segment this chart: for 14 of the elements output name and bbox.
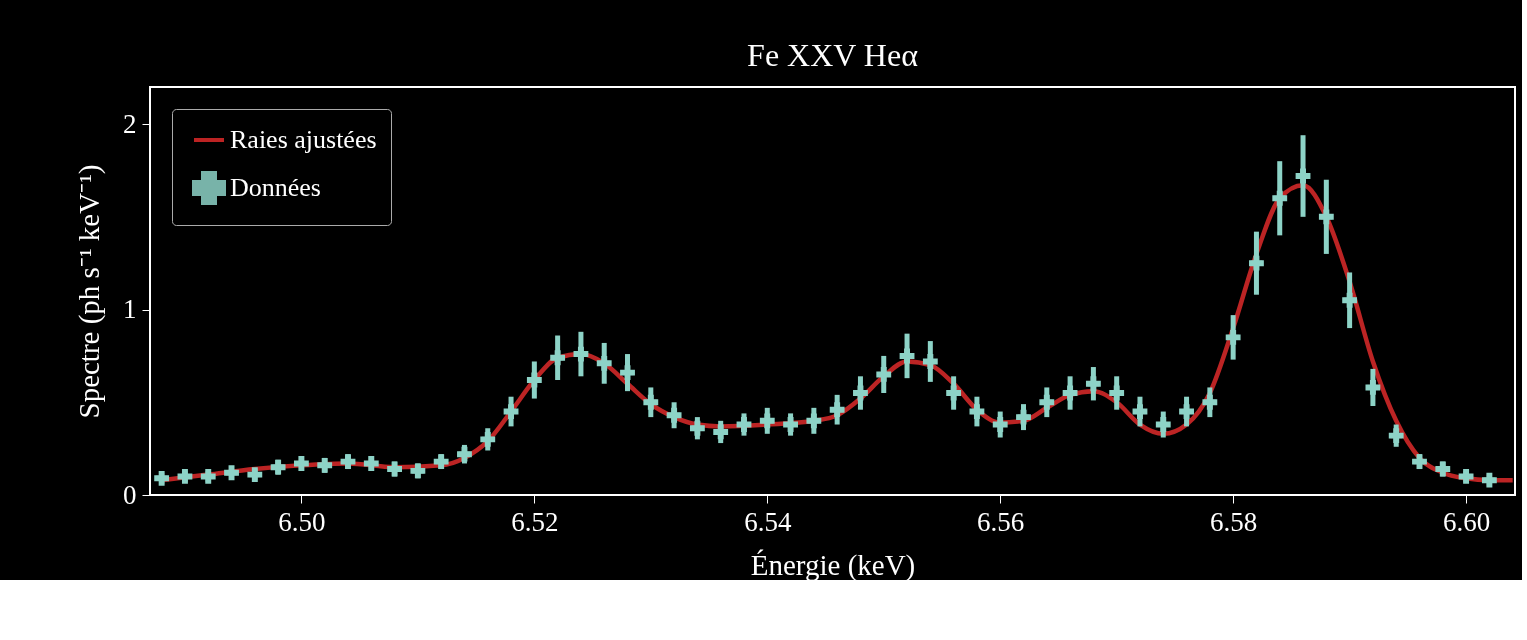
x-tick-label: 6.50 bbox=[278, 506, 326, 537]
y-tick-label: 1 bbox=[123, 294, 137, 325]
x-tick-label: 6.56 bbox=[977, 506, 1025, 537]
y-axis-title: Spectre (ph s⁻¹ keV⁻¹) bbox=[73, 164, 106, 419]
x-tick-label: 6.58 bbox=[1210, 506, 1258, 537]
x-tick-label: 6.54 bbox=[744, 506, 792, 537]
x-axis-title: Énergie (keV) bbox=[750, 548, 916, 582]
x-tick-label: 6.60 bbox=[1442, 506, 1491, 537]
legend-label: Raies ajustées bbox=[230, 125, 377, 154]
legend-label: Données bbox=[230, 173, 321, 202]
chart-title: Fe XXV Heα bbox=[747, 37, 919, 73]
y-tick-label: 2 bbox=[123, 108, 137, 139]
x-tick-label: 6.52 bbox=[511, 506, 559, 537]
y-tick-label: 0 bbox=[123, 479, 137, 510]
